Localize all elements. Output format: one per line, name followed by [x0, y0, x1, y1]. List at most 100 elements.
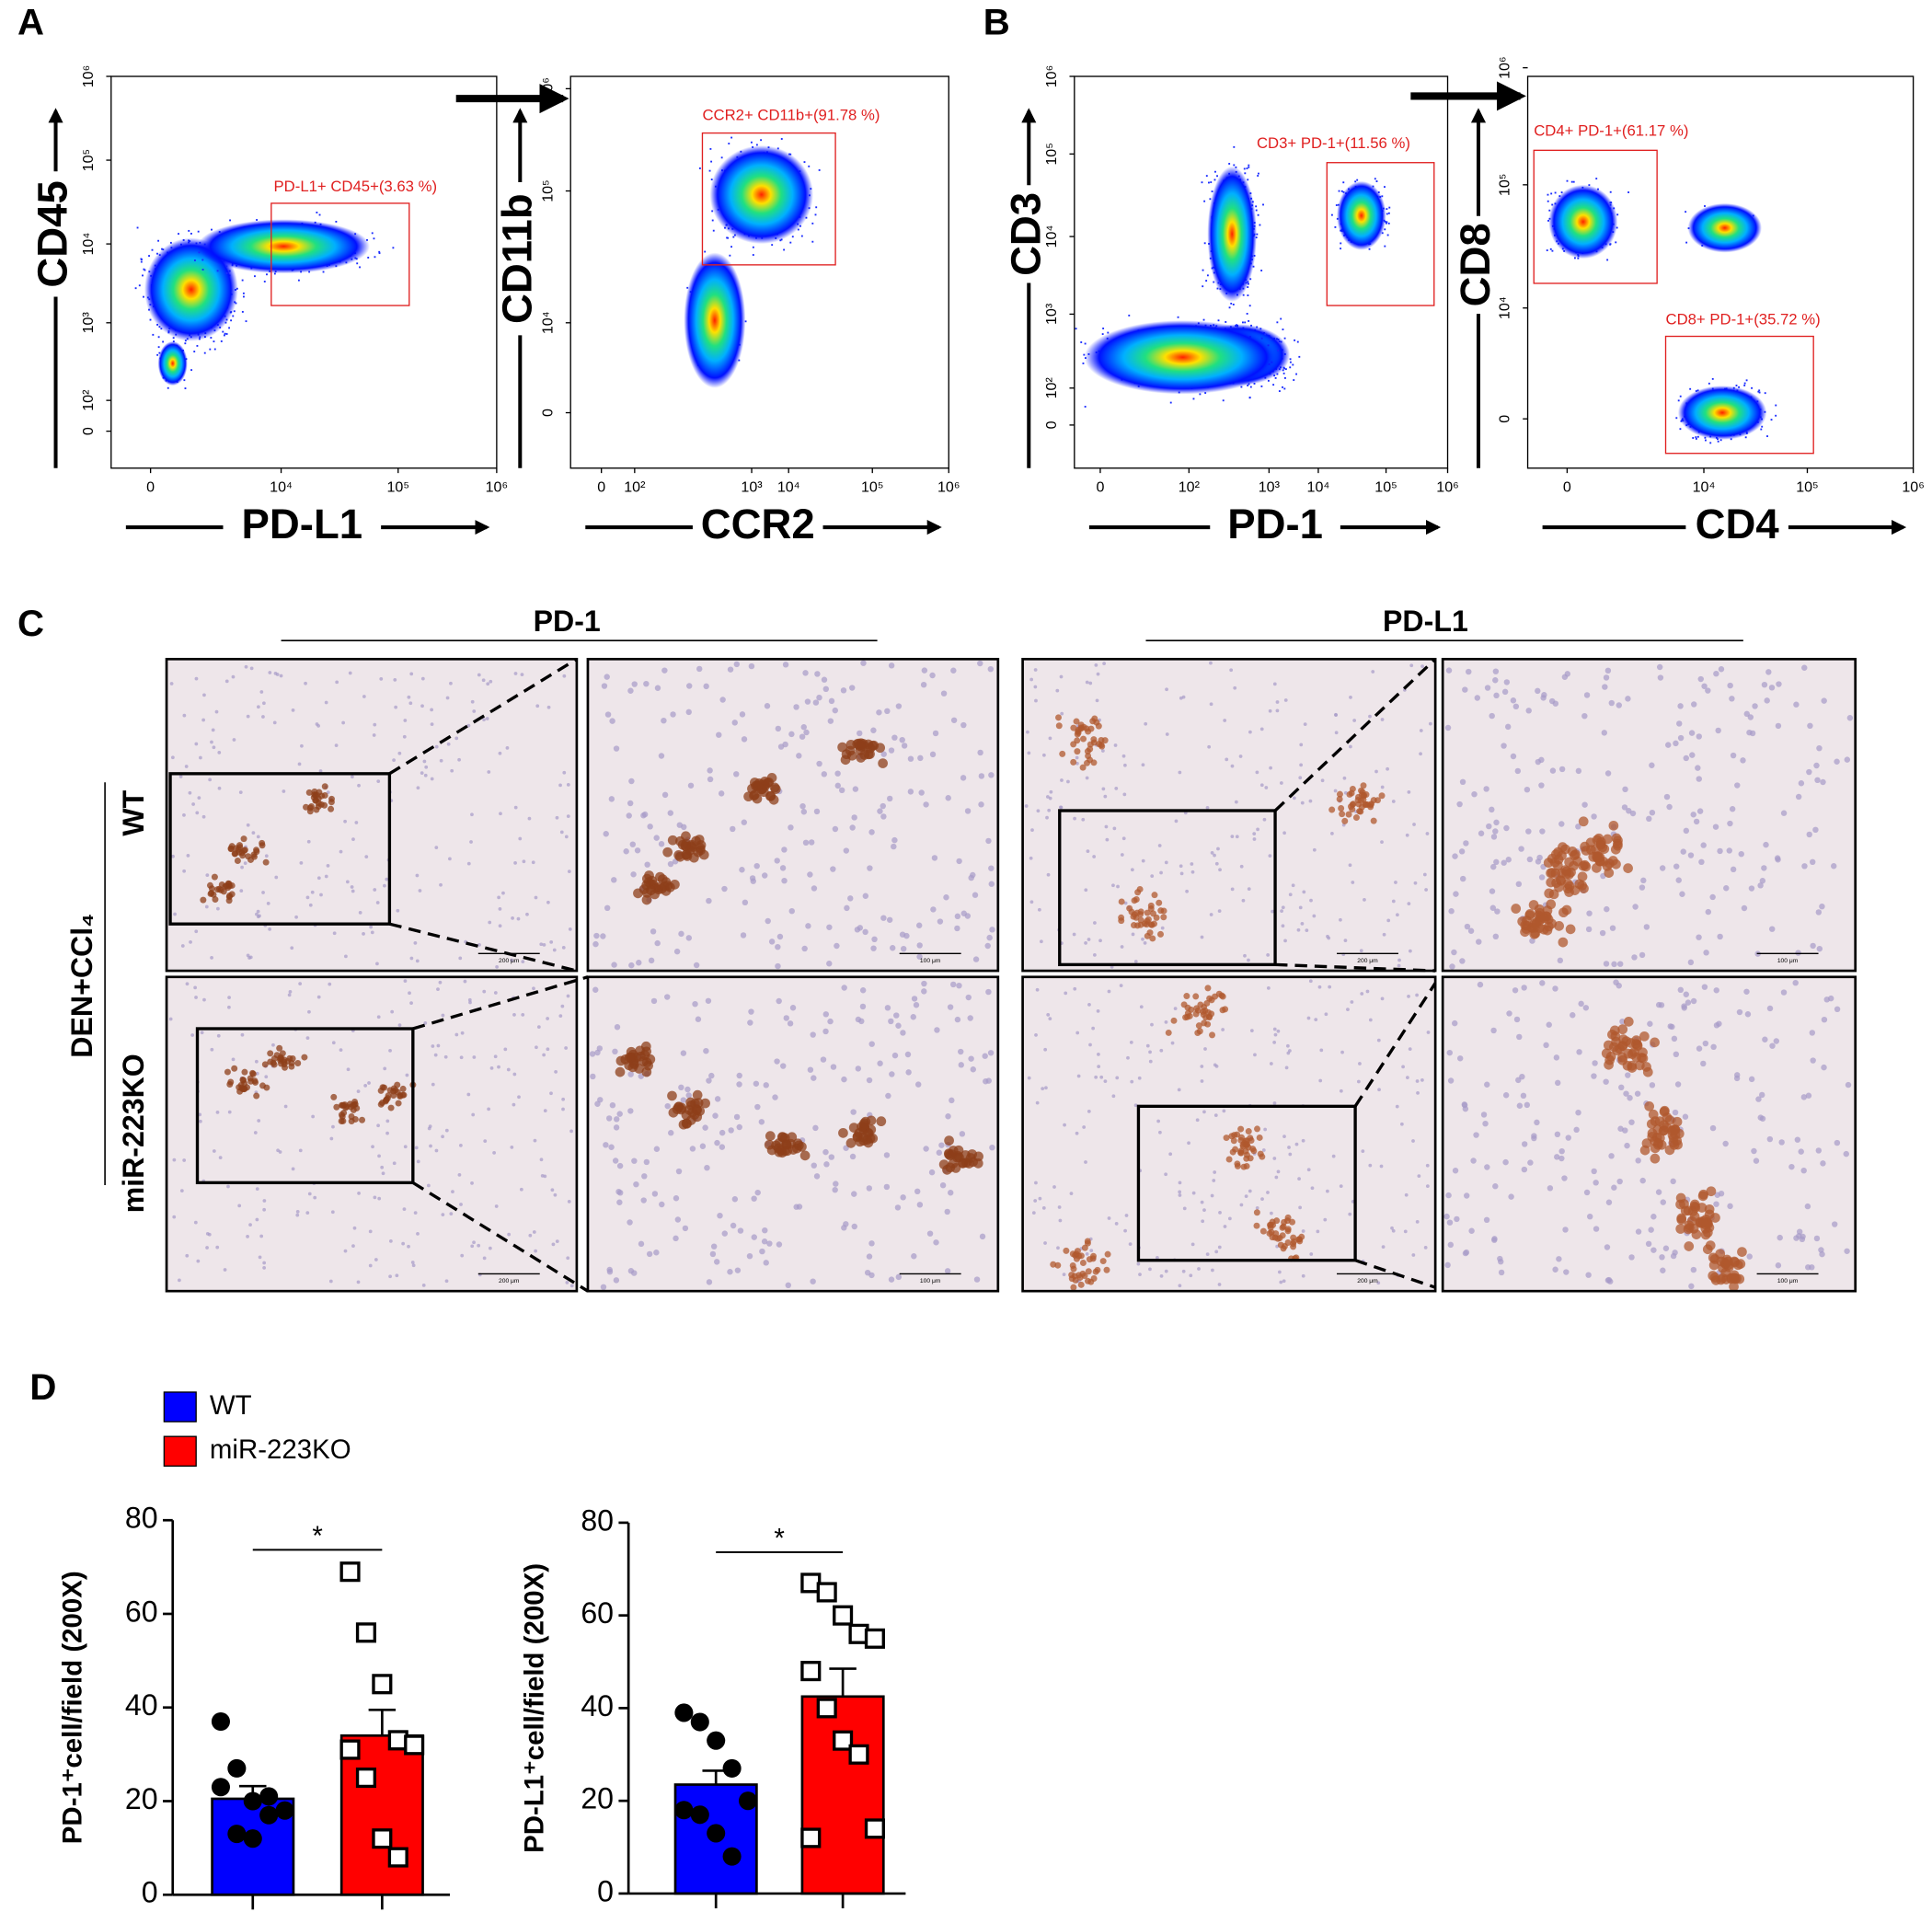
nucleus — [1179, 696, 1183, 700]
nucleus — [844, 904, 850, 912]
stain — [1157, 907, 1165, 915]
nucleus — [1143, 940, 1147, 945]
nucleus — [1493, 819, 1500, 826]
nucleus — [1780, 810, 1788, 816]
event-dot — [1386, 221, 1388, 224]
stain — [1146, 929, 1154, 937]
nucleus — [1687, 852, 1695, 858]
nucleus — [1463, 840, 1469, 847]
stain — [1059, 750, 1066, 757]
event-dot — [242, 292, 245, 294]
stain — [1151, 920, 1157, 927]
nucleus — [1179, 871, 1184, 876]
nucleus — [1084, 941, 1087, 945]
nucleus — [1625, 696, 1631, 702]
nucleus — [1397, 958, 1401, 962]
nucleus — [486, 682, 490, 686]
stain — [763, 777, 773, 789]
event-dot — [1744, 436, 1747, 439]
nucleus — [299, 860, 304, 865]
y-tick-label: 0 — [80, 427, 97, 435]
nucleus — [420, 771, 424, 776]
nucleus — [193, 1220, 198, 1225]
nucleus — [512, 1102, 516, 1107]
nucleus — [1846, 715, 1854, 721]
density-cloud — [684, 252, 746, 388]
nucleus — [1348, 863, 1352, 868]
nucleus — [603, 831, 609, 837]
y-tick-label: 10⁴ — [1043, 225, 1060, 248]
event-dot — [148, 255, 150, 258]
nucleus — [430, 708, 433, 712]
nucleus — [1179, 864, 1183, 869]
nucleus — [1657, 674, 1664, 681]
nucleus — [1666, 803, 1673, 811]
nucleus — [1696, 776, 1702, 782]
nucleus — [1292, 796, 1296, 801]
nucleus — [1282, 831, 1286, 835]
nucleus — [564, 835, 569, 839]
nucleus — [741, 736, 748, 743]
nucleus — [776, 933, 784, 940]
event-dot — [209, 348, 212, 351]
nucleus — [1048, 796, 1052, 801]
event-dot — [1298, 355, 1301, 358]
stain — [1090, 739, 1098, 746]
stain — [681, 831, 691, 842]
nucleus — [1558, 766, 1566, 773]
event-dot — [167, 386, 169, 389]
nucleus — [592, 940, 599, 948]
stain — [1153, 914, 1160, 921]
nucleus — [525, 912, 529, 916]
nucleus — [1160, 926, 1165, 930]
nucleus — [1088, 681, 1093, 685]
nucleus — [900, 945, 907, 952]
nucleus — [1776, 681, 1782, 687]
density-cloud — [197, 219, 370, 274]
nucleus — [1453, 891, 1459, 897]
nucleus — [1510, 753, 1517, 760]
event-dot — [1222, 399, 1225, 402]
nucleus — [857, 730, 863, 737]
nucleus — [543, 1109, 547, 1113]
nucleus — [1045, 815, 1049, 820]
nucleus — [198, 1112, 202, 1117]
nucleus — [182, 713, 187, 718]
nucleus — [1449, 963, 1455, 970]
nucleus — [1046, 872, 1051, 877]
nucleus — [560, 1004, 565, 1008]
nucleus — [1098, 939, 1102, 943]
nucleus — [501, 891, 505, 895]
nucleus — [521, 1012, 525, 1017]
nucleus — [316, 724, 320, 728]
nucleus — [826, 924, 833, 930]
nucleus — [354, 821, 359, 824]
nucleus — [1247, 887, 1251, 891]
event-dot — [1209, 198, 1212, 201]
event-dot — [1385, 222, 1387, 225]
nucleus — [1687, 959, 1695, 966]
stain — [1528, 900, 1539, 910]
event-dot — [1386, 213, 1388, 215]
nucleus — [485, 717, 489, 720]
nucleus — [488, 920, 492, 925]
nucleus — [821, 771, 828, 777]
event-dot — [201, 269, 204, 271]
nucleus — [1243, 953, 1247, 958]
nucleus — [415, 959, 420, 963]
nucleus — [1049, 789, 1053, 794]
nucleus — [1558, 821, 1565, 827]
event-dot — [216, 270, 219, 272]
nucleus — [205, 1232, 210, 1236]
nucleus — [748, 662, 755, 670]
stain — [1341, 817, 1349, 824]
nucleus — [1363, 898, 1366, 902]
panel-label: D — [29, 1366, 56, 1408]
event-dot — [1735, 385, 1738, 386]
event-dot — [1295, 373, 1298, 375]
micrograph — [587, 659, 998, 972]
nucleus — [1677, 734, 1685, 742]
nucleus — [604, 904, 611, 912]
nucleus — [799, 802, 806, 810]
nucleus — [405, 1073, 409, 1077]
